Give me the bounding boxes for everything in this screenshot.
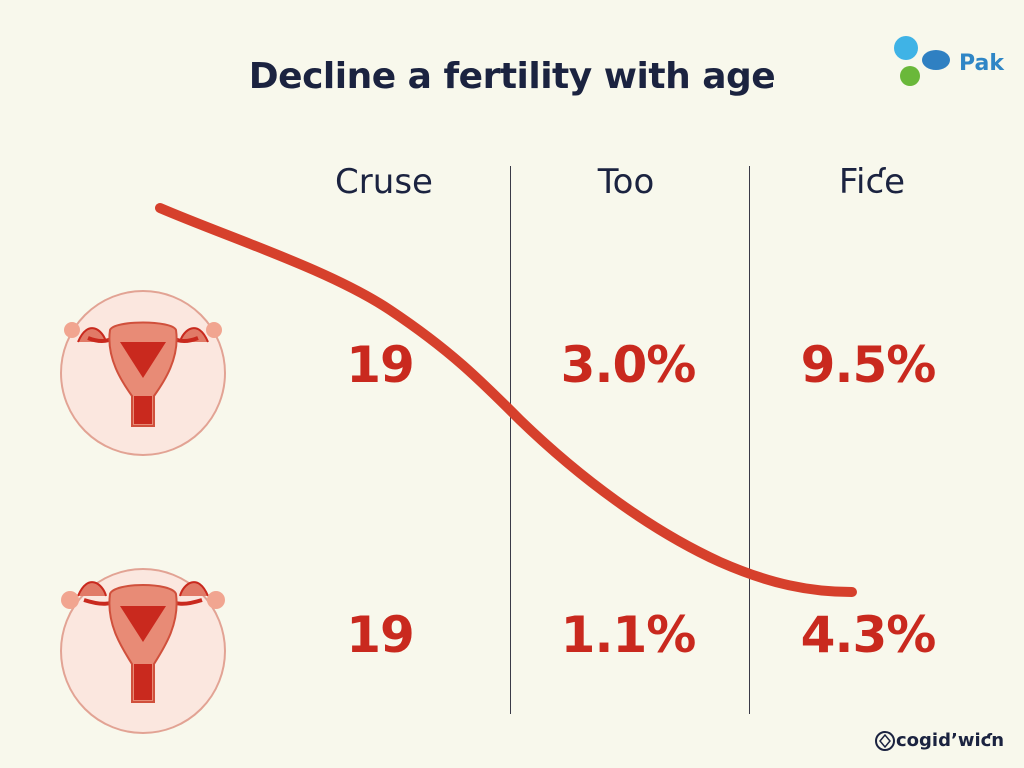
column-divider [510,166,511,714]
brand-logo-icon [894,36,950,86]
column-header-cruse: Cruse [335,162,433,202]
value-row2-col1: 19 [346,606,415,664]
column-header-fice: Fiƈe [838,162,906,202]
brand-label: Pak [959,51,1005,76]
value-row1-col2: 3.0% [560,336,697,394]
value-row2-col2: 1.1% [560,606,697,664]
footer-label: cogidʼwiƈn [896,730,1005,751]
column-divider [749,166,750,714]
column-header-too: Too [597,162,655,202]
page-title: Decline a fertility with age [248,56,776,97]
footer-logo-icon [875,731,895,751]
value-row1-col1: 19 [346,336,415,394]
value-row2-col3: 4.3% [800,606,937,664]
uterus-icon [60,290,226,456]
value-row1-col3: 9.5% [800,336,937,394]
uterus-icon [60,568,226,734]
